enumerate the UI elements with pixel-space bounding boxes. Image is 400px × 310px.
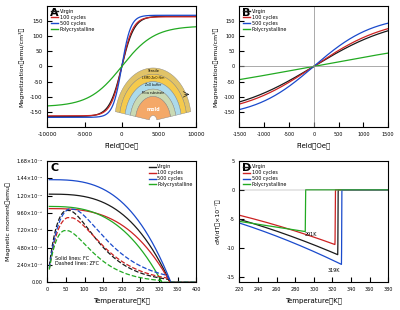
Text: Solid lines: FC
Dashed lines: ZFC: Solid lines: FC Dashed lines: ZFC (55, 256, 99, 267)
X-axis label: Temperature（K）: Temperature（K） (285, 298, 342, 304)
Y-axis label: Magnetization（emu/cm³）: Magnetization（emu/cm³） (18, 26, 24, 107)
Legend: Virgin, 100 cycles, 500 cycles, Polycrystalline: Virgin, 100 cycles, 500 cycles, Polycrys… (242, 8, 288, 33)
Text: 291K: 291K (304, 232, 317, 237)
Text: D: D (242, 163, 252, 173)
Legend: Virgin, 100 cycles, 500 cycles, Polycrystalline: Virgin, 100 cycles, 500 cycles, Polycrys… (148, 163, 194, 188)
X-axis label: Field（Oe）: Field（Oe） (105, 143, 139, 149)
Y-axis label: Magnetization（emu/cm³）: Magnetization（emu/cm³） (212, 26, 218, 107)
Text: A: A (50, 8, 59, 18)
Legend: Virgin, 100 cycles, 500 cycles, Polycrystalline: Virgin, 100 cycles, 500 cycles, Polycrys… (242, 163, 288, 188)
Text: C: C (50, 163, 58, 173)
Text: B: B (242, 8, 251, 18)
Y-axis label: dM/dT（×10⁻⁷）: dM/dT（×10⁻⁷） (215, 199, 221, 245)
Legend: Virgin, 100 cycles, 500 cycles, Polycrystalline: Virgin, 100 cycles, 500 cycles, Polycrys… (50, 8, 96, 33)
Y-axis label: Magnetic moment（emu）: Magnetic moment（emu） (6, 182, 11, 261)
X-axis label: Temperature（K）: Temperature（K） (93, 298, 150, 304)
Text: 319K: 319K (328, 268, 340, 273)
X-axis label: Field（Oe）: Field（Oe） (297, 143, 331, 149)
